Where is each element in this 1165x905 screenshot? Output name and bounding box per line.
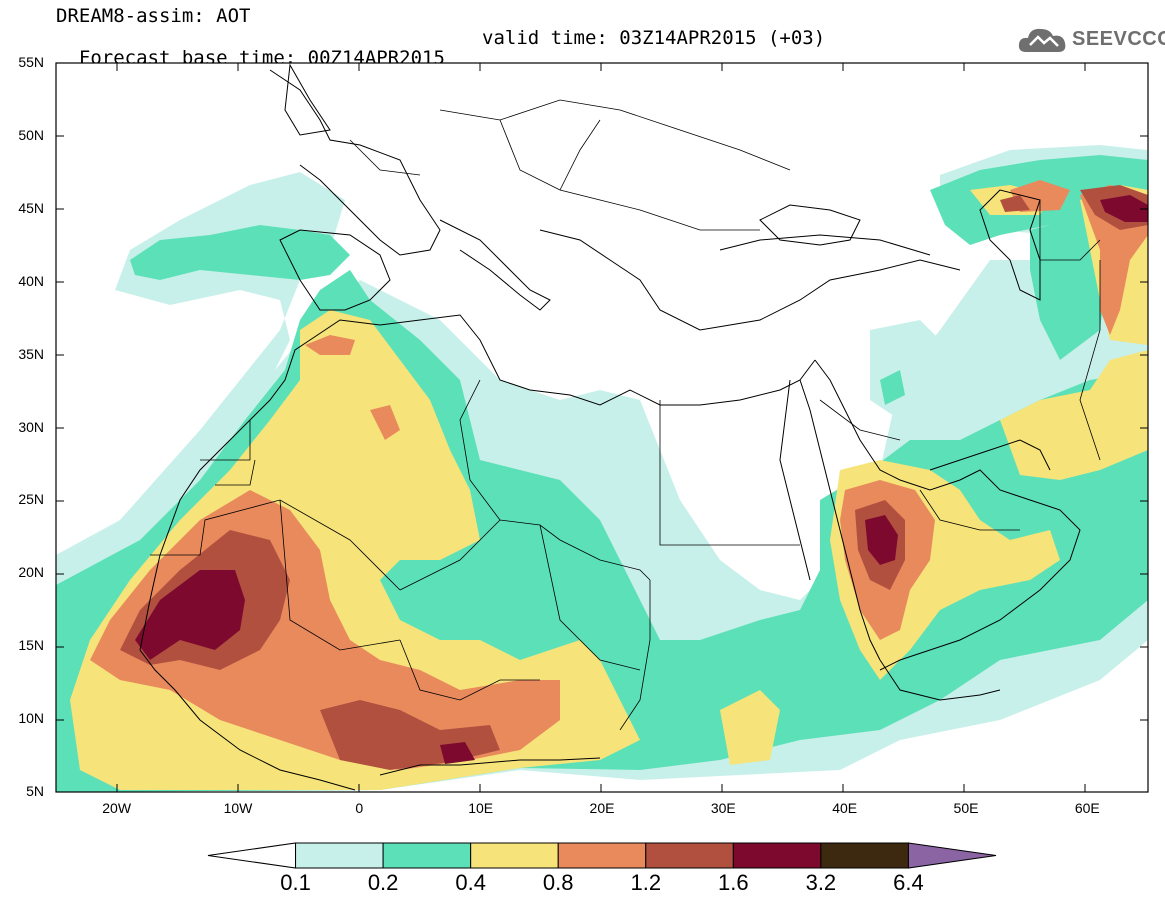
lat-label: 45N [18, 199, 44, 216]
cloud-icon [1018, 28, 1066, 52]
lat-label: 35N [18, 345, 44, 362]
lat-label: 15N [18, 637, 44, 654]
lat-label: 25N [18, 491, 44, 508]
colorbar [207, 842, 997, 869]
lon-label: 30E [710, 800, 736, 816]
country-borders [150, 99, 1101, 731]
colorbar-label: 6.4 [893, 870, 924, 895]
colorbar-label: 0.1 [280, 870, 311, 895]
lon-label: 40E [832, 800, 858, 816]
lon-label: 60E [1074, 800, 1100, 816]
colorbar-label: 0.2 [367, 870, 399, 895]
aot-layer-1.6 [135, 195, 1148, 764]
axis-ticks [56, 62, 1148, 792]
coastlines [139, 63, 1081, 791]
colorbar-swatch [382, 842, 472, 869]
lat-label: 20N [18, 564, 44, 581]
lat-label: 30N [18, 418, 44, 435]
colorbar-label: 0.8 [542, 870, 574, 895]
colorbar-label: 1.6 [718, 870, 749, 895]
colorbar-label: 0.4 [455, 870, 486, 895]
colorbar-swatch [207, 842, 297, 869]
colorbar-swatch [907, 842, 997, 869]
seevccc-logo: SEEVCCC [1016, 22, 1165, 58]
colorbar-swatch [557, 842, 647, 869]
valid-time: valid time: 03Z14APR2015 (+03) [482, 27, 826, 49]
lon-label: 20E [589, 800, 615, 816]
chart-title: DREAM8-assim: AOT [56, 5, 251, 27]
lon-label: 20W [102, 800, 132, 816]
colorbar-swatch [732, 842, 822, 869]
lat-label: 40N [18, 272, 44, 289]
lat-label: 10N [18, 710, 44, 727]
colorbar-swatch [470, 842, 559, 869]
lon-label: 10E [468, 800, 494, 816]
colorbar-label: 3.2 [805, 870, 837, 895]
logo-text: SEEVCCC [1072, 28, 1165, 50]
lon-label: 50E [953, 800, 979, 816]
lat-label: 50N [18, 126, 44, 143]
lat-label: 55N [18, 54, 44, 70]
colorbar-swatch [820, 842, 909, 869]
colorbar-label: 1.2 [630, 870, 662, 895]
lon-label: 0 [355, 800, 364, 816]
colorbar-swatch [295, 842, 384, 869]
colorbar-swatch [645, 842, 734, 869]
lon-label: 10W [223, 800, 253, 816]
lat-label: 5N [26, 783, 44, 799]
aot-field [56, 145, 1148, 792]
